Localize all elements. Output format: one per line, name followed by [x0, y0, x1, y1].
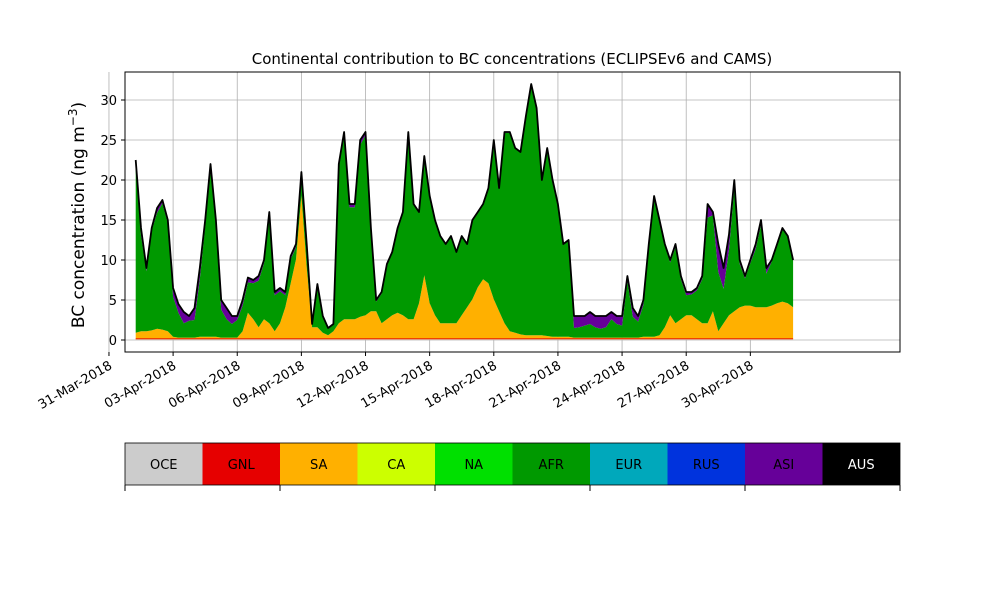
legend-label-ca: CA: [387, 458, 405, 473]
area-afr: [135, 84, 794, 338]
y-axis-label-main: BC concentration (ng m: [69, 126, 89, 328]
legend-swatch-na: [435, 443, 513, 485]
x-tick-label: 30-Apr-2018: [679, 358, 756, 411]
area-aus-outline: [134, 83, 794, 329]
legend-swatch-afr: [512, 443, 590, 485]
legend-frame: [124, 442, 901, 486]
legend-label-eur: EUR: [615, 458, 642, 473]
legend-label-gnl: GNL: [228, 458, 256, 473]
y-tick-label: 15: [100, 214, 117, 229]
y-axis-label-close: ): [69, 102, 89, 109]
x-tick-label: 31-Mar-2018: [36, 358, 115, 412]
y-tick-label: 0: [109, 334, 117, 349]
legend-label-aus: AUS: [848, 458, 875, 473]
x-tick-label: 09-Apr-2018: [230, 358, 307, 411]
legend-swatch-eur: [590, 443, 668, 485]
legend-label-rus: RUS: [693, 458, 720, 473]
legend-swatch-asi: [745, 443, 823, 485]
x-tick-label: 06-Apr-2018: [166, 358, 243, 411]
y-axis: 0 5 10 15 20 25 30: [100, 94, 125, 349]
chart-title: Continental contribution to BC concentra…: [252, 50, 773, 68]
area-oce: [135, 339, 794, 340]
legend-swatch-gnl: [202, 443, 280, 485]
legend-swatch-rus: [667, 443, 745, 485]
legend-colorbar: OCE GNL SA CA NA AFR EUR RUS ASI AUS: [124, 442, 901, 491]
x-tick-label: 21-Apr-2018: [487, 358, 564, 411]
y-tick-label: 30: [100, 94, 117, 109]
x-tick-label: 27-Apr-2018: [615, 358, 692, 411]
y-tick-label: 25: [100, 134, 117, 149]
x-tick-label: 24-Apr-2018: [551, 358, 628, 411]
legend-swatch-ca: [357, 443, 435, 485]
legend-label-asi: ASI: [773, 458, 794, 473]
x-tick-label: 03-Apr-2018: [102, 358, 179, 411]
legend-swatch-sa: [280, 443, 358, 485]
y-tick-label: 20: [100, 174, 117, 189]
legend-label-sa: SA: [310, 458, 327, 473]
x-tick-label: 18-Apr-2018: [423, 358, 500, 411]
y-axis-label-superscript: −3: [66, 108, 80, 126]
area-sa: [135, 195, 794, 340]
y-tick-label: 5: [109, 294, 117, 309]
legend-swatch-aus: [822, 443, 900, 485]
x-tick-label: 12-Apr-2018: [294, 358, 371, 411]
legend-label-na: NA: [464, 458, 483, 473]
stacked-areas: [134, 83, 794, 340]
plot-frame: [124, 71, 901, 353]
legend-swatch-oce: [125, 443, 203, 485]
legend-label-afr: AFR: [539, 458, 564, 473]
x-tick-label: 15-Apr-2018: [359, 358, 436, 411]
y-axis-label: BC concentration (ng m−3): [66, 102, 89, 328]
x-axis: 31-Mar-201803-Apr-201806-Apr-201809-Apr-…: [36, 352, 756, 413]
legend-label-oce: OCE: [150, 458, 178, 473]
y-tick-label: 10: [100, 254, 117, 269]
